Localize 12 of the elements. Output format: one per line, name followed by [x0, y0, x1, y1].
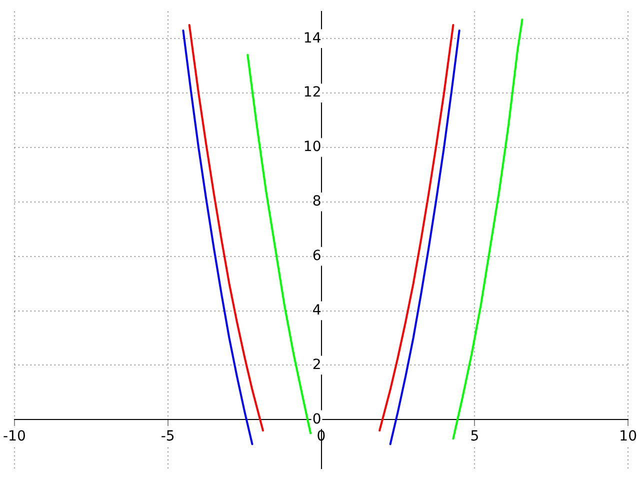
y-tick-label: 10 — [303, 139, 322, 156]
y-tick-label: 14 — [303, 30, 322, 46]
x-tick-label: -5 — [160, 428, 175, 445]
y-tick-label: 12 — [303, 84, 322, 101]
y-tick-label: 6 — [312, 248, 322, 264]
x-tick-label: 5 — [470, 428, 480, 445]
y-tick-label: 8 — [312, 194, 322, 210]
y-tick-label: 2 — [312, 356, 322, 373]
y-tick-label: 0 — [312, 411, 322, 428]
y-tick-label: 4 — [312, 302, 322, 318]
x-tick-label: -10 — [2, 428, 26, 445]
x-tick-label: 10 — [619, 428, 638, 445]
